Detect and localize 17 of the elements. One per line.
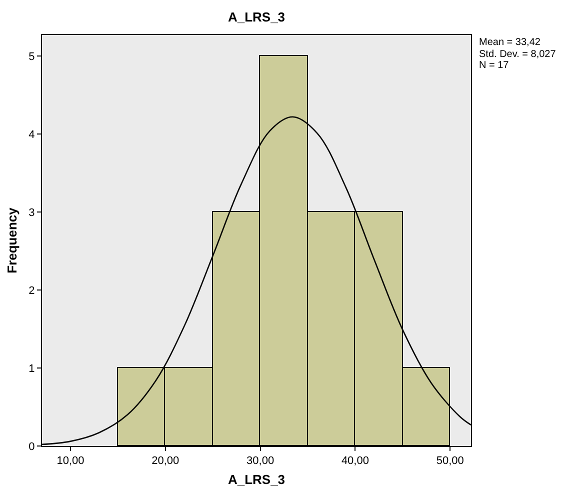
chart-title: A_LRS_3 [228,10,286,24]
x-tick-label: 50,00 [436,455,464,468]
x-tick-label: 40,00 [341,455,369,468]
text: Std. Dev. = 8,027 [479,49,556,60]
x-tick-label: 20,00 [152,455,180,468]
x-tick-label: 30,00 [246,455,274,468]
y-tick-label: 1 [28,362,35,375]
y-tick-label: 0 [28,440,35,453]
y-tick-label: 2 [28,284,35,297]
x-axis-title: A_LRS_3 [228,472,286,487]
y-tick-label: 3 [28,206,35,219]
y-axis-title: Frequency [4,206,20,274]
text: Mean = 33,42 [479,37,541,48]
x-tick-label: 10,00 [56,455,84,468]
text: N = 17 [479,60,510,71]
y-tick-label: 4 [28,128,35,141]
y-tick-label: 5 [28,50,35,63]
